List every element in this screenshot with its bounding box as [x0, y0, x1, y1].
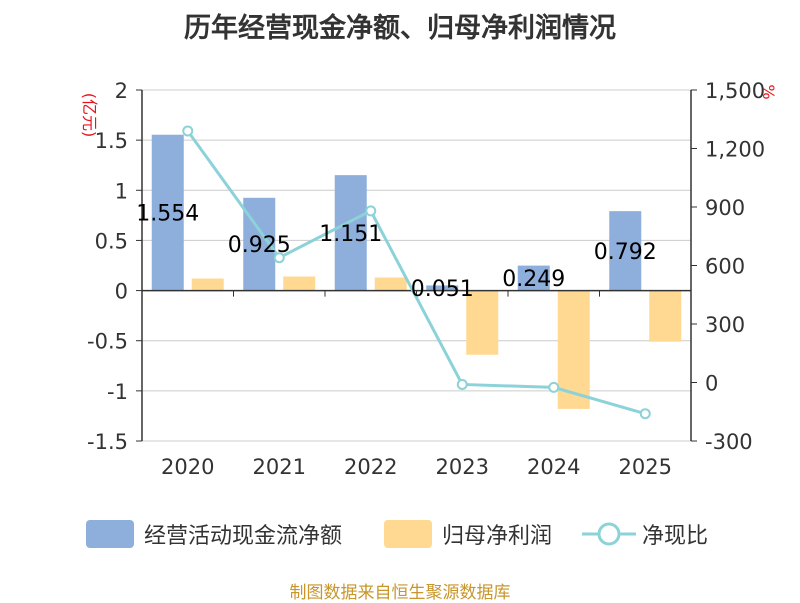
right-tick-label: 1,200	[705, 138, 765, 162]
chart-title: 历年经营现金净额、归母净利润情况	[184, 13, 616, 44]
left-tick-label: 1.5	[95, 129, 128, 153]
cash-flow-data-label: 1.151	[319, 222, 382, 247]
gridlines	[142, 89, 691, 442]
category-label: 2022	[344, 455, 397, 479]
net-profit-bar	[466, 290, 499, 355]
ratio-point	[639, 408, 651, 420]
cash-flow-bar	[334, 175, 367, 291]
legend-label-ratio: 净现比	[642, 524, 709, 549]
right-tick-label: 600	[705, 255, 745, 279]
net-profit-bar	[649, 290, 682, 342]
left-tick-label: -1	[107, 380, 128, 404]
data-labels: 1.554 0.925 1.151 0.051 0.249 0.792	[136, 202, 656, 302]
net-profit-bar	[191, 278, 224, 291]
ratio-point	[182, 125, 194, 137]
left-tick-label: -0.5	[87, 330, 128, 354]
right-axis-label: %	[759, 84, 778, 99]
cash-flow-bar	[426, 285, 459, 291]
category-label: 2020	[161, 455, 214, 479]
right-tick-label: 300	[705, 313, 745, 337]
legend-item-net-profit[interactable]: 归母净利润	[384, 518, 552, 550]
legend-label-cash-flow: 经营活动现金流净额	[144, 524, 343, 549]
left-tick-label: 0	[115, 280, 128, 304]
net-profit-bar	[283, 276, 316, 291]
source-note: 制图数据来自恒生聚源数据库	[289, 583, 511, 603]
ratio-point	[365, 205, 377, 217]
cash-flow-data-label: 0.925	[228, 233, 291, 258]
legend-swatch-ratio	[582, 522, 636, 546]
legend-item-cash-flow[interactable]: 经营活动现金流净额	[86, 518, 342, 550]
ratio-point	[456, 378, 468, 390]
ratio-point	[548, 381, 560, 393]
right-tick-label: -300	[705, 430, 753, 454]
cash-flow-bar	[151, 134, 184, 291]
right-tick-label: 1,500	[705, 79, 765, 103]
right-tick-label: 900	[705, 196, 745, 220]
category-label: 2021	[253, 455, 306, 479]
cash-flow-bar	[517, 265, 550, 291]
cash-flow-data-label: 0.249	[502, 267, 565, 292]
right-tick-label: 0	[705, 372, 718, 396]
legend-item-ratio[interactable]: 净现比	[582, 518, 708, 550]
cash-flow-data-label: 1.554	[136, 202, 199, 227]
category-label: 2024	[527, 455, 580, 479]
category-label: 2023	[436, 455, 489, 479]
legend: 经营活动现金流净额 归母净利润 净现比	[0, 518, 800, 554]
net-profit-bar	[374, 277, 407, 291]
left-tick-label: 2	[115, 79, 128, 103]
axes: 2 1.5 1 0.5 0 -0.5 -1 -1.5 1,500 1,200 900 600 300 0 -…	[87, 79, 765, 479]
bars	[151, 134, 682, 409]
cash-flow-data-label: 0.792	[594, 240, 657, 265]
cash-flow-data-label: 0.051	[411, 277, 474, 302]
ratio-line	[182, 125, 651, 420]
left-tick-label: 1	[115, 179, 128, 203]
legend-swatch-net-profit	[384, 520, 432, 548]
category-label: 2025	[619, 455, 672, 479]
cash-flow-bar	[609, 211, 642, 291]
left-tick-label: -1.5	[87, 430, 128, 454]
left-tick-label: 0.5	[95, 229, 128, 253]
ratio-polyline	[186, 130, 646, 416]
ratio-point	[273, 252, 285, 264]
legend-swatch-cash-flow	[86, 520, 134, 548]
left-axis-label: (亿元)	[80, 93, 99, 138]
legend-label-net-profit: 归母净利润	[442, 524, 553, 549]
